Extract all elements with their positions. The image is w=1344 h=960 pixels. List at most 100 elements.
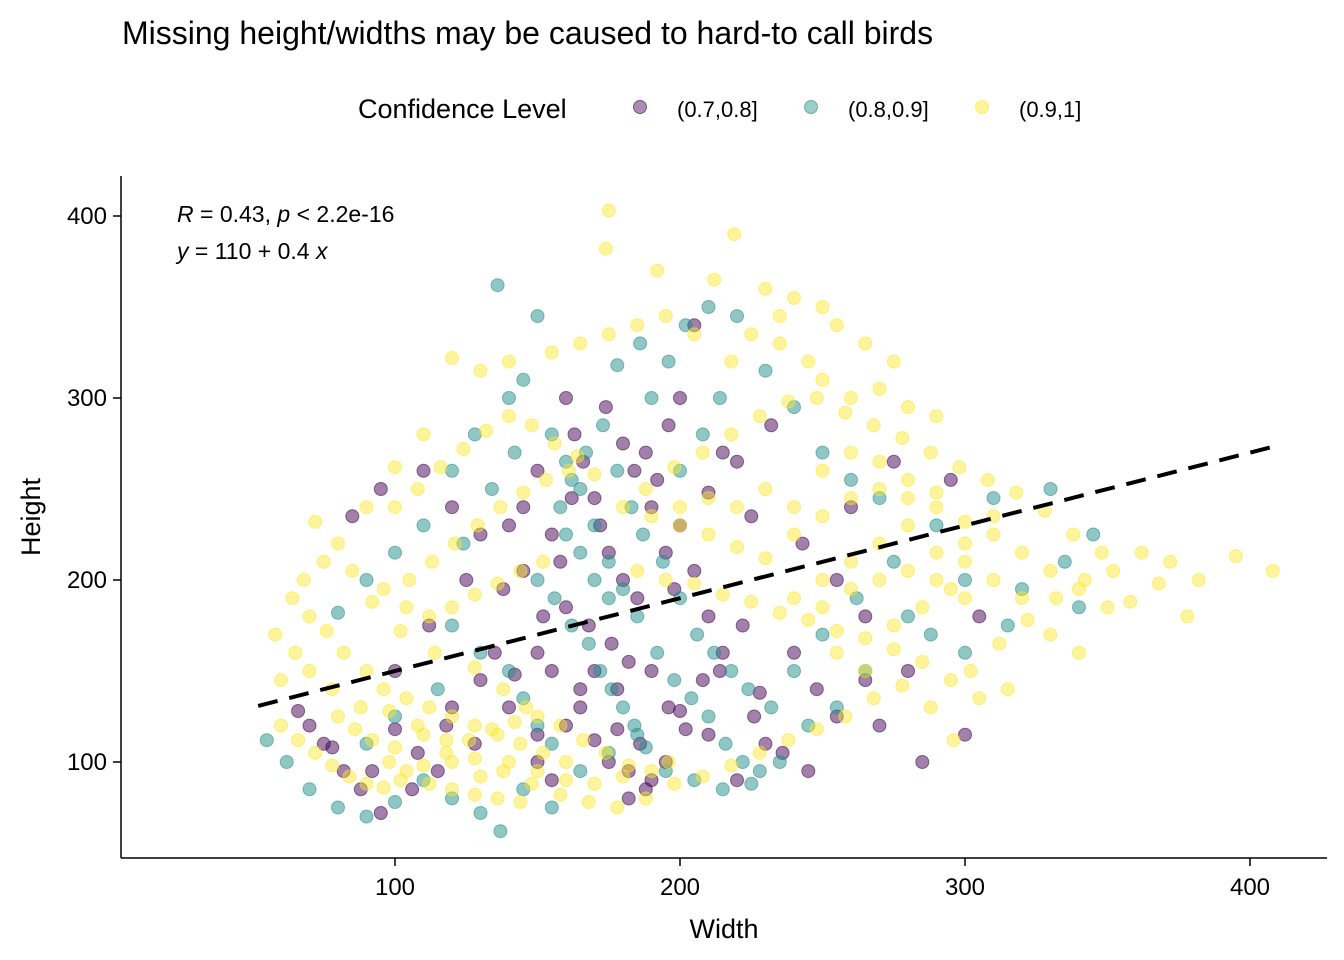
point-s0-57 — [573, 700, 588, 715]
point-s2-22 — [359, 500, 374, 515]
point-s1-15 — [658, 764, 673, 779]
point-s0-53 — [715, 445, 730, 460]
point-s0-68 — [678, 722, 693, 737]
point-s2-228 — [445, 782, 459, 797]
point-s2-243 — [886, 354, 901, 369]
point-s2-150 — [929, 573, 944, 587]
point-s0-55 — [530, 645, 545, 660]
point-s2-97 — [815, 509, 830, 524]
point-s2-25 — [296, 573, 311, 587]
point-s1-4 — [359, 809, 374, 824]
point-s1-18 — [744, 776, 759, 791]
point-s0-7 — [430, 764, 445, 779]
point-s2-112 — [886, 642, 901, 657]
point-s2-162 — [502, 409, 516, 424]
point-s0-77 — [958, 727, 972, 742]
point-s2-93 — [701, 527, 716, 542]
point-s2-151 — [958, 591, 972, 606]
ticks-layer: 100 200 300 400 100 200 300 400 — [67, 203, 1270, 901]
point-s1-50 — [787, 400, 801, 415]
point-s2-87 — [724, 427, 739, 442]
point-s1-69 — [701, 709, 716, 724]
point-s2-0 — [601, 203, 616, 218]
point-s0-93 — [564, 491, 579, 506]
point-s2-214 — [416, 727, 431, 742]
point-s2-199 — [598, 745, 613, 760]
point-s0-27 — [858, 609, 873, 624]
point-s1-38 — [559, 454, 573, 469]
point-s2-99 — [872, 482, 887, 496]
point-s0-35 — [473, 527, 488, 542]
r-symbol: R — [177, 201, 194, 227]
point-s2-100 — [901, 491, 915, 506]
point-s0-80 — [701, 485, 716, 500]
point-s1-24 — [958, 573, 972, 587]
point-s0-109 — [502, 700, 516, 715]
point-s2-226 — [399, 764, 414, 779]
point-s1-56 — [1043, 482, 1058, 496]
point-s0-39 — [544, 527, 559, 542]
point-s1-61 — [593, 664, 608, 678]
point-s2-103 — [986, 527, 1001, 542]
point-s0-32 — [373, 482, 388, 496]
point-s2-128 — [986, 573, 1001, 587]
point-s2-94 — [730, 540, 744, 555]
point-s1-65 — [638, 740, 653, 755]
point-s1-48 — [730, 309, 744, 324]
point-s2-71 — [1180, 609, 1195, 624]
point-s2-116 — [772, 605, 787, 620]
point-s2-55 — [838, 709, 853, 724]
point-s1-34 — [502, 391, 516, 405]
point-s2-169 — [447, 536, 462, 551]
points-layer — [259, 203, 1280, 839]
point-s2-196 — [530, 709, 545, 724]
point-s2-11 — [687, 327, 702, 342]
point-s2-69 — [1228, 549, 1243, 564]
point-s2-241 — [929, 409, 944, 424]
point-s2-206 — [422, 700, 437, 715]
point-s2-81 — [895, 431, 910, 445]
point-s2-110 — [943, 673, 958, 688]
point-s1-114 — [507, 445, 522, 460]
point-s0-89 — [496, 582, 511, 597]
point-s2-172 — [516, 485, 531, 500]
point-s1-67 — [667, 673, 682, 688]
point-s2-44 — [524, 776, 539, 791]
point-s1-45 — [661, 354, 676, 369]
point-s2-80 — [923, 445, 938, 460]
point-s0-18 — [621, 764, 636, 779]
point-s0-50 — [661, 418, 676, 433]
point-s2-238 — [844, 391, 858, 405]
point-s1-62 — [604, 682, 619, 697]
x-tick-label-1: 200 — [660, 874, 700, 901]
point-s2-246 — [772, 336, 787, 351]
point-s2-53 — [781, 733, 796, 748]
point-s2-140 — [758, 482, 773, 496]
point-s0-72 — [801, 764, 816, 779]
legend-label-0: (0.7,0.8] — [677, 97, 758, 122]
point-s2-124 — [872, 454, 887, 469]
stats-annotation-eq: y = 110 + 0.4 x — [175, 238, 329, 264]
point-s2-205 — [399, 691, 414, 706]
point-s2-48 — [638, 791, 653, 806]
point-s0-115 — [291, 704, 306, 718]
point-s2-38 — [353, 700, 368, 715]
point-s2-23 — [331, 536, 345, 551]
series-1 — [259, 278, 1101, 839]
point-s2-46 — [581, 795, 596, 809]
point-s2-166 — [587, 467, 602, 482]
point-s1-0 — [259, 733, 274, 748]
point-s2-146 — [815, 600, 830, 615]
point-s2-92 — [673, 518, 687, 533]
point-s2-132 — [815, 573, 830, 587]
point-s0-76 — [915, 755, 930, 769]
point-s0-99 — [687, 563, 702, 578]
point-s2-233 — [319, 624, 334, 638]
point-s2-191 — [416, 758, 431, 773]
point-s0-66 — [644, 664, 659, 678]
point-s0-13 — [544, 773, 559, 788]
point-s0-112 — [405, 782, 420, 797]
point-s0-30 — [972, 609, 987, 624]
point-s1-92 — [636, 527, 650, 542]
point-s2-59 — [946, 733, 961, 748]
